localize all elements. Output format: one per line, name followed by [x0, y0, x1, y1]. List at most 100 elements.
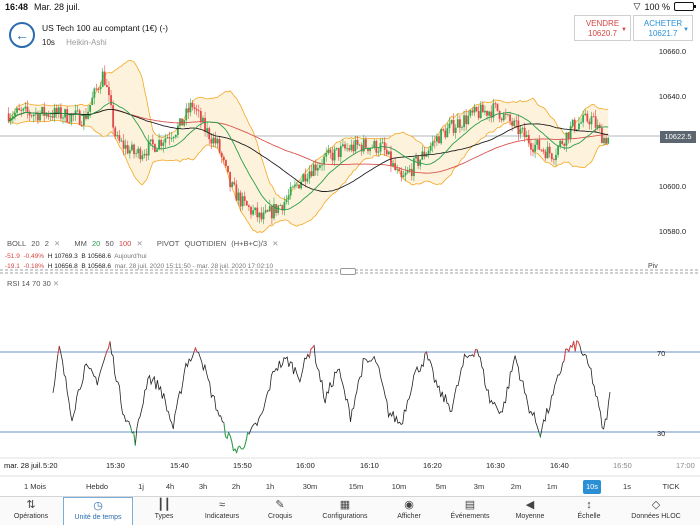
- timeframe-1s[interactable]: 1s: [623, 482, 631, 491]
- buy-label: ACHETER: [643, 19, 683, 28]
- toolbar-echelle[interactable]: ↕ Échelle: [569, 497, 609, 525]
- candle-body: [479, 104, 482, 119]
- candle-body: [463, 115, 465, 128]
- price-axis-label: 10580.0: [658, 227, 686, 236]
- ma20-line: [8, 101, 609, 211]
- toolbar-croquis[interactable]: ✎ Croquis: [258, 497, 302, 525]
- candle-body: [329, 149, 332, 153]
- interval-label[interactable]: 10s: [42, 38, 55, 47]
- timeframe-1-mois[interactable]: 1 Mois: [23, 482, 47, 491]
- candle-body: [319, 165, 321, 168]
- timeframe-1m[interactable]: 1m: [546, 482, 558, 491]
- candle-body: [120, 140, 123, 142]
- candle-body: [260, 212, 263, 220]
- timeframe-hebdo[interactable]: Hebdo: [85, 482, 109, 491]
- candle-body: [131, 144, 133, 151]
- candle-body: [156, 149, 158, 152]
- hloc-icon: ◇: [651, 499, 661, 511]
- timeframe-10s[interactable]: 10s: [583, 480, 601, 494]
- boll-legend[interactable]: BOLL 20 2 ✕: [7, 239, 61, 248]
- candle-body: [552, 159, 555, 161]
- candle-body: [546, 146, 549, 159]
- timeframe-30m[interactable]: 30m: [302, 482, 318, 491]
- buy-button[interactable]: ACHETER 10621.7 ▼: [633, 15, 693, 41]
- candle-body: [116, 135, 119, 137]
- time-tick-label: 16:20: [423, 461, 442, 470]
- price-chart[interactable]: [0, 0, 700, 480]
- mm-legend[interactable]: MM 20 50 100 ✕: [74, 239, 143, 248]
- toolbar-moyenne[interactable]: ◀ Moyenne: [509, 497, 551, 525]
- toolbar-types[interactable]: ┃┃ Types: [144, 497, 184, 525]
- candle-body: [339, 146, 342, 157]
- timeframe-3m[interactable]: 3m: [473, 482, 485, 491]
- toolbar-label: Indicateurs: [204, 513, 240, 520]
- candle-body: [316, 167, 319, 171]
- timeframe-15m[interactable]: 15m: [348, 482, 364, 491]
- timeframe-4h[interactable]: 4h: [165, 482, 175, 491]
- candle-body: [590, 116, 593, 125]
- rsi-extreme-segment: [237, 445, 240, 448]
- candle-body: [93, 88, 96, 98]
- candle-body: [229, 171, 232, 187]
- candle-body: [227, 165, 229, 172]
- candle-body: [352, 144, 355, 152]
- candle-body: [582, 115, 585, 123]
- candle-body: [342, 144, 344, 147]
- candle-body: [241, 196, 244, 207]
- toolbar-configurations[interactable]: ▦ Configurations: [312, 497, 378, 525]
- candle-body: [592, 116, 595, 118]
- candle-body: [252, 210, 254, 215]
- toolbar-operations[interactable]: ⇅ Opérations: [2, 497, 60, 525]
- timeframe-1j[interactable]: 1j: [138, 482, 144, 491]
- timeframe-2h[interactable]: 2h: [231, 482, 241, 491]
- candle-body: [32, 114, 35, 117]
- candle-body: [498, 110, 501, 119]
- candle-body: [442, 129, 445, 131]
- pivot-legend[interactable]: PIVOT QUOTIDIEN (H+B+C)/3 ✕: [156, 239, 279, 248]
- candle-body: [540, 149, 543, 151]
- candle-body: [30, 115, 33, 117]
- timeframe-10m[interactable]: 10m: [391, 482, 407, 491]
- toolbar-donnees-hloc[interactable]: ◇ Données HLOC: [629, 497, 683, 525]
- toolbar-unite-de-temps[interactable]: ◷ Unité de temps: [63, 497, 133, 525]
- timeframe-tick[interactable]: TICK: [662, 482, 680, 491]
- candle-body: [264, 210, 267, 213]
- sell-button[interactable]: VENDRE 10620.7 ▼: [574, 15, 631, 41]
- candle-body: [458, 119, 461, 128]
- candle-body: [237, 192, 240, 201]
- time-tick-label: 16:30: [486, 461, 505, 470]
- candle-body: [321, 164, 323, 166]
- candle-body: [172, 137, 175, 139]
- candle-body: [195, 109, 198, 111]
- timeframe-2m[interactable]: 2m: [510, 482, 522, 491]
- candle-body: [300, 181, 303, 189]
- candle-body: [164, 138, 167, 143]
- toolbar-evenements[interactable]: ▤ Événements: [443, 497, 497, 525]
- candle-body: [601, 127, 603, 144]
- back-button[interactable]: ←: [9, 22, 35, 48]
- candle-body: [567, 132, 570, 139]
- rsi-legend[interactable]: RSI 14 70 30 ✕: [7, 279, 60, 288]
- candle-body: [293, 184, 296, 187]
- chart-style-label[interactable]: Heikin-Ashi: [66, 38, 107, 47]
- price-axis-label: 10640.0: [658, 92, 686, 101]
- timeframe-5m[interactable]: 5m: [435, 482, 447, 491]
- candle-body: [436, 136, 438, 142]
- toolbar-afficher[interactable]: ◉ Afficher: [389, 497, 429, 525]
- rsi-extreme-segment: [194, 347, 198, 352]
- candle-body: [231, 182, 234, 187]
- candle-body: [496, 103, 499, 111]
- candle-body: [128, 150, 131, 154]
- timeframe-3h[interactable]: 3h: [198, 482, 208, 491]
- candle-body: [362, 139, 365, 152]
- candle-body: [108, 87, 110, 96]
- candle-body: [204, 117, 206, 132]
- candle-body: [423, 151, 426, 157]
- pane-resize-handle[interactable]: [340, 268, 356, 275]
- rsi-line: [52, 340, 611, 454]
- candle-body: [99, 87, 102, 90]
- toolbar-indicateurs[interactable]: ≈ Indicateurs: [194, 497, 250, 525]
- calendar-icon: ▤: [464, 499, 476, 511]
- rsi-extreme-segment: [312, 345, 315, 348]
- timeframe-1h[interactable]: 1h: [265, 482, 275, 491]
